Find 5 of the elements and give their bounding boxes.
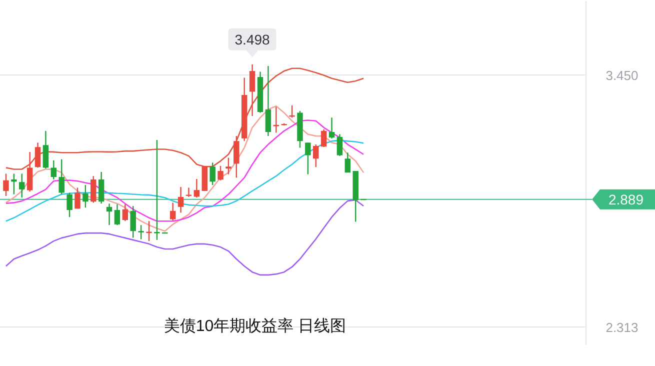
y-tick-label: 3.450 [606,68,638,84]
annotation: 3.498 [234,31,270,48]
y-tick-label: 2.313 [606,320,638,336]
ref-line-label: 2.889 [608,191,644,208]
text: 美债10年期收益率 日线图 [164,317,346,335]
